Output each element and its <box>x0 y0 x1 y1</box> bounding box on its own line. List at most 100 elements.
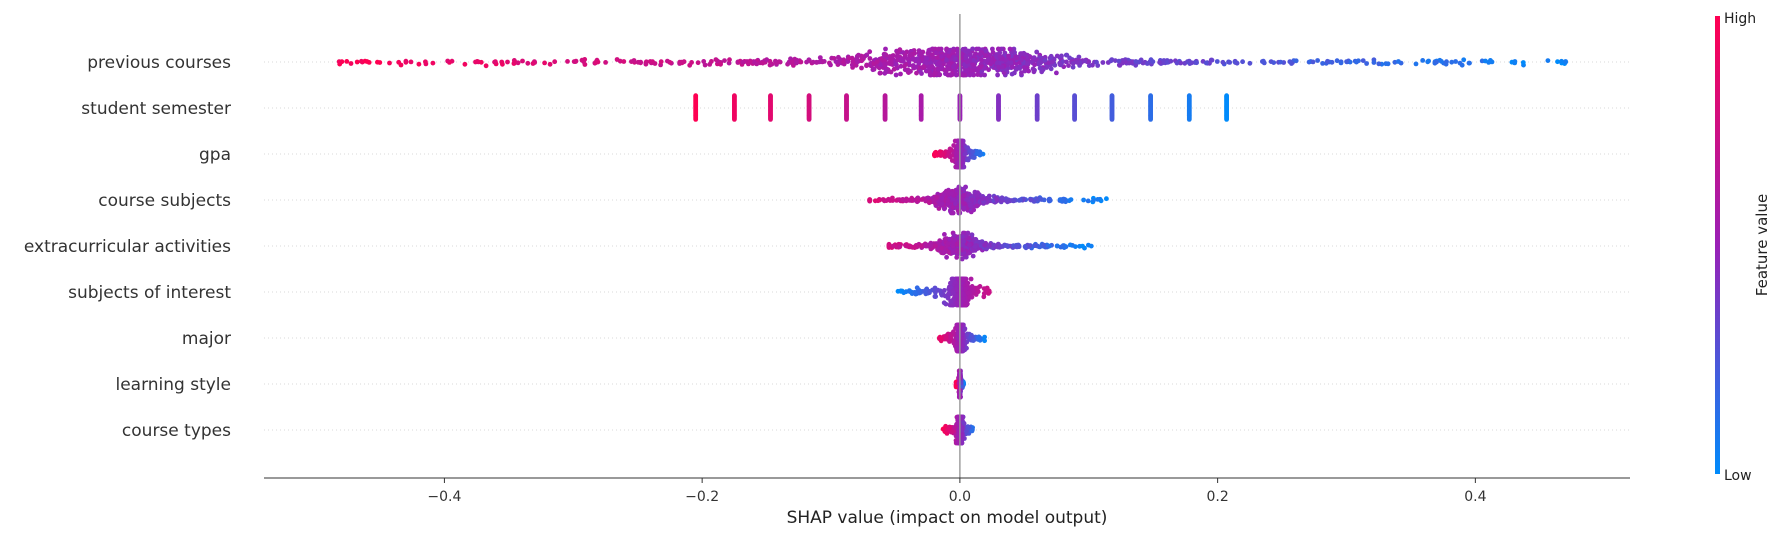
shap-dot <box>972 244 978 250</box>
shap-dot <box>445 58 451 64</box>
shap-dot <box>942 288 947 293</box>
shap-dot <box>929 64 935 69</box>
colorbar-title: Feature value <box>1753 194 1771 296</box>
shap-dot <box>635 59 641 65</box>
colorbar-gradient <box>1715 16 1720 474</box>
shap-dot <box>930 46 936 52</box>
shap-dot <box>953 201 958 207</box>
shap-dot <box>996 117 1001 122</box>
shap-dot <box>961 205 967 211</box>
shap-dot <box>973 237 979 243</box>
shap-dot <box>970 149 975 155</box>
shap-dot <box>983 53 989 59</box>
shap-dot <box>961 276 967 282</box>
shap-dot <box>1025 61 1030 66</box>
shap-dot <box>886 196 891 202</box>
shap-dot <box>971 57 976 63</box>
shap-dot <box>767 62 773 68</box>
shap-dot <box>944 254 949 260</box>
shap-dot <box>982 338 987 344</box>
shap-dot <box>1006 53 1011 59</box>
shap-dot <box>530 61 536 66</box>
shap-dot <box>953 68 958 74</box>
shap-dot <box>882 117 888 122</box>
shap-dot <box>1488 58 1493 63</box>
shap-dot <box>1011 198 1016 204</box>
shap-dot <box>1371 60 1377 65</box>
shap-dot <box>971 207 977 213</box>
shap-dot <box>951 241 956 246</box>
shap-dot <box>423 59 428 65</box>
shap-dot <box>912 245 917 251</box>
shap-dot <box>966 235 972 241</box>
shap-dot <box>1021 65 1027 70</box>
shap-dot <box>950 290 956 296</box>
shap-dot <box>965 331 970 337</box>
shap-dot <box>960 72 966 77</box>
shap-dot <box>1054 243 1060 249</box>
shap-dot <box>981 291 987 296</box>
shap-dot <box>804 59 809 65</box>
shap-dot <box>918 52 924 58</box>
shap-dot <box>1082 245 1087 251</box>
shap-dot <box>913 64 918 70</box>
shap-dot <box>794 60 799 66</box>
shap-dot <box>937 238 943 244</box>
shap-dot <box>961 186 967 192</box>
shap-dot <box>961 192 967 198</box>
shap-dot <box>954 341 960 346</box>
shap-dot <box>1396 59 1401 64</box>
shap-dot <box>707 62 713 67</box>
feature-label: subjects of interest <box>68 283 231 303</box>
shap-dot <box>1457 60 1463 66</box>
x-axis-ticks: −0.4 −0.2 0.0 0.2 0.4 <box>427 478 1487 505</box>
shap-dot <box>897 47 903 53</box>
shap-dot <box>1038 196 1043 202</box>
shap-dot <box>867 197 873 203</box>
shap-dot <box>806 117 812 122</box>
shap-dot <box>991 242 997 248</box>
shap-dot <box>565 59 570 64</box>
shap-dot <box>1413 61 1419 67</box>
shap-dot <box>1344 59 1349 64</box>
shap-dot <box>1116 58 1122 64</box>
shap-dot <box>994 197 1000 202</box>
shap-dot <box>952 424 958 430</box>
shap-dot <box>945 427 951 433</box>
shap-dot <box>817 55 823 60</box>
shap-dot <box>701 59 707 64</box>
shap-dot <box>366 60 372 65</box>
shap-dot <box>970 46 976 52</box>
shap-dot <box>718 61 723 67</box>
shap-dot <box>1019 70 1024 76</box>
shap-dot <box>976 334 982 340</box>
shap-dot <box>939 201 944 207</box>
shap-dot <box>1444 59 1449 65</box>
shap-dot <box>1063 52 1069 58</box>
shap-dot <box>890 195 895 201</box>
shap-dot <box>732 117 737 122</box>
shap-dot <box>881 52 887 57</box>
shap-dot <box>1031 69 1037 75</box>
shap-dot <box>1060 196 1066 202</box>
shap-dot <box>961 347 966 353</box>
shap-dot <box>872 198 878 204</box>
shap-dot <box>859 58 865 64</box>
shap-dot <box>914 285 920 291</box>
shap-dot <box>1194 60 1199 66</box>
shap-dot <box>836 54 841 60</box>
shap-dot <box>665 58 670 64</box>
shap-dot <box>914 197 920 203</box>
shap-dot <box>965 290 971 296</box>
shap-dot <box>931 197 937 203</box>
shap-dot <box>844 117 849 122</box>
shap-dot <box>1073 244 1078 250</box>
shap-dot <box>1008 60 1014 65</box>
shap-dot <box>1037 244 1043 250</box>
shap-dot <box>961 421 967 426</box>
shap-dot <box>740 59 746 65</box>
shap-dot <box>897 244 903 250</box>
shap-dot <box>969 197 975 203</box>
shap-dot <box>1453 59 1458 64</box>
shap-dot <box>474 59 480 64</box>
